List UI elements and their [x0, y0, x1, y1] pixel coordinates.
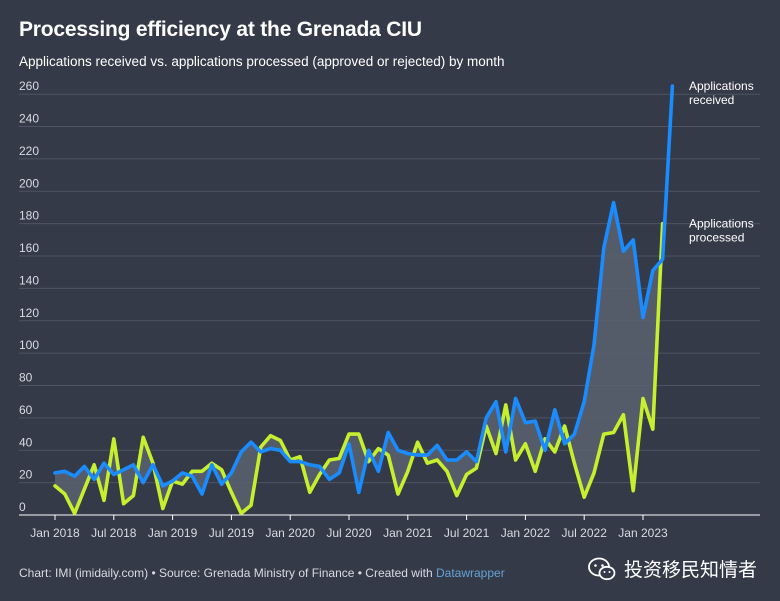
y-tick-label: 140 [19, 273, 39, 287]
chart-subtitle: Applications received vs. applications p… [19, 54, 505, 69]
x-tick-label: Jan 2022 [501, 526, 551, 540]
series-labels: ApplicationsreceivedApplicationsprocesse… [689, 79, 754, 245]
y-tick-label: 120 [19, 306, 39, 320]
x-tick-label: Jul 2018 [91, 526, 137, 540]
y-axis-labels: 0 20 40 60 80 100 120 140 160 180 200 220 240 260 [19, 79, 39, 514]
x-tick-label: Jul 2022 [562, 526, 608, 540]
y-tick-label: 0 [19, 500, 26, 514]
y-tick-label: 100 [19, 338, 39, 352]
x-tick-label: Jan 2018 [30, 526, 80, 540]
x-tick-label: Jan 2019 [148, 526, 198, 540]
y-tick-label: 240 [19, 112, 39, 126]
y-tick-label: 20 [19, 468, 33, 482]
datawrapper-link[interactable]: Datawrapper [435, 566, 505, 580]
y-tick-label: 200 [19, 176, 39, 190]
series-label-line: Applications [689, 79, 754, 93]
y-tick-label: 220 [19, 144, 39, 158]
x-tick-label: Jul 2020 [326, 526, 372, 540]
y-tick-label: 80 [19, 371, 33, 385]
x-tick-label: Jan 2020 [266, 526, 316, 540]
x-tick-label: Jul 2019 [209, 526, 255, 540]
y-tick-label: 40 [19, 435, 33, 449]
footer-credits: Chart: IMI (imidaily.com) • Source: Gren… [19, 566, 436, 580]
series-label-line: Applications [689, 217, 754, 231]
series-lines [53, 84, 675, 516]
x-axis: Jan 2018 Jul 2018 Jan 2019 Jul 2019 Jan 2020… [19, 514, 760, 540]
wechat-icon [588, 557, 616, 580]
chart-footer: Chart: IMI (imidaily.com) • Source: Gren… [19, 566, 505, 580]
x-tick-label: Jan 2021 [383, 526, 433, 540]
y-tick-label: 160 [19, 241, 39, 255]
chart-title: Processing efficiency at the Grenada CIU [19, 18, 422, 41]
series-line-received [53, 84, 675, 496]
y-tick-label: 180 [19, 209, 39, 223]
watermark-text: 投资移民知情者 [624, 560, 758, 581]
y-tick-label: 60 [19, 403, 33, 417]
y-tick-label: 260 [19, 79, 39, 93]
series-label-line: received [689, 93, 734, 107]
watermark: 投资移民知情者 [588, 555, 757, 582]
x-tick-label: Jul 2021 [444, 526, 490, 540]
series-label-line: processed [689, 231, 744, 245]
gap-area [55, 202, 663, 514]
x-tick-label: Jan 2023 [618, 526, 668, 540]
